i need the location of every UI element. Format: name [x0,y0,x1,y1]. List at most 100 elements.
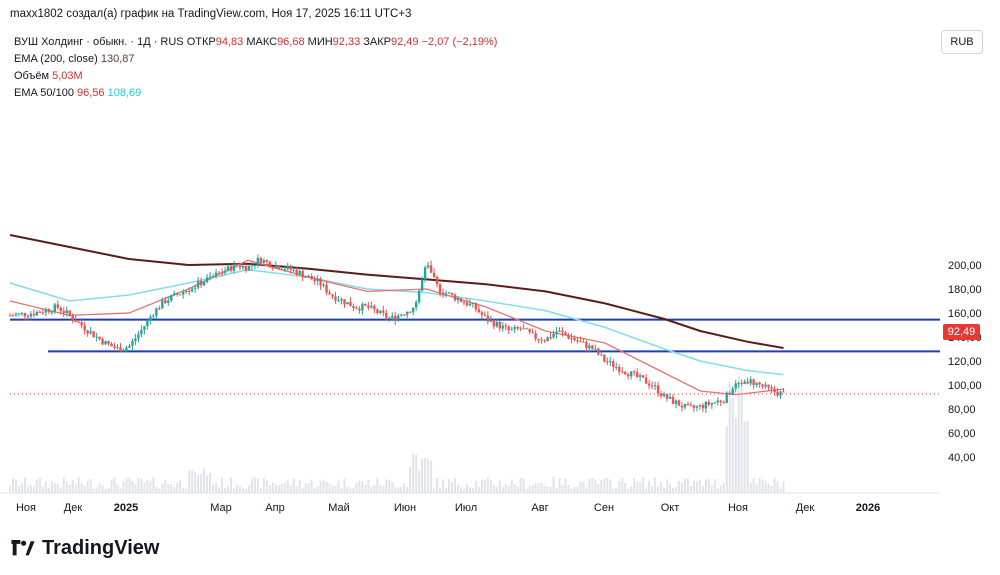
candle-body [185,290,188,292]
candle-body [761,384,764,387]
volume-bar [373,484,376,493]
legend-ema200-row[interactable]: EMA (200, close) 130,87 [14,51,497,68]
candle-body [671,396,675,404]
volume-bar [361,481,364,493]
candle-body [668,396,672,399]
volume-bar [513,483,516,493]
volume-bar [185,488,188,493]
y-tick-label: 40,00 [948,452,976,464]
volume-bar [98,483,101,493]
volume-bar [412,453,415,493]
volume-bar [59,487,62,493]
volume-bar [415,454,418,493]
candle-body [629,371,633,377]
volume-bar [606,477,609,493]
volume-bar [161,484,164,493]
brand-name: TradingView [42,537,160,559]
legend-ema-pair-row[interactable]: EMA 50/100 96,56 108,69 [14,85,497,102]
candle-body [244,265,248,271]
volume-bar [179,480,182,493]
volume-bar [540,482,543,493]
volume-bar [232,488,235,493]
volume-bar [250,478,253,493]
volume-bar [471,488,474,493]
volume-bar [218,487,221,493]
volume-bar [194,472,197,493]
volume-bar [307,483,310,493]
candle-body [152,315,155,317]
candle-body [235,263,239,266]
candle-body [438,284,442,293]
candle-body [474,302,478,310]
candle-body [635,372,639,377]
candle-body [585,341,588,349]
candle-body [683,403,687,408]
volume-bar [268,485,271,493]
candle-body [561,330,564,333]
candle-body [86,330,89,334]
volume-bar [391,481,394,493]
candle-body [501,325,504,329]
volume-bar [71,480,74,493]
volume-bar [689,486,692,493]
volume-bar [525,488,528,493]
volume-bar [409,466,412,493]
candle-body [14,314,18,316]
volume-bar [227,486,230,493]
volume-bar [618,481,621,493]
candle-body [71,315,74,321]
candle-body [641,375,645,378]
legend-volume-row[interactable]: Объём 5,03M [14,68,497,85]
candle-body [277,265,280,270]
tradingview-logo[interactable]: TradingView [10,537,159,560]
volume-bar [235,485,238,493]
x-tick-label: Апр [265,502,284,514]
currency-button[interactable]: RUB [941,30,983,54]
volume-bar [710,486,713,493]
candle-body [444,293,448,295]
candle-body [770,387,773,389]
volume-bar [343,478,346,493]
ema200-line [9,234,784,349]
volume-bar [215,482,218,493]
volume-bar [776,481,779,493]
candle-body [408,311,412,313]
volume-bar [83,485,86,493]
volume-bar [277,485,280,493]
volume-bar [624,482,627,493]
candle-body [361,303,364,311]
volume-bar [489,479,492,493]
candle-body [187,290,191,292]
candle-body [570,337,573,339]
volume-bar [322,479,325,493]
volume-bar [104,488,107,493]
candle-body [98,336,101,340]
volume-bar [764,480,767,493]
candle-body [743,381,746,384]
candle-body [179,294,182,296]
candle-body [331,294,334,297]
candle-body [713,402,717,404]
candle-body [423,267,427,280]
candle-body [65,310,68,313]
volume-bar [9,486,11,493]
candle-body [564,332,567,335]
candle-body [429,265,433,273]
volume-bar [262,477,265,493]
candle-body [217,272,221,274]
candle-body [441,292,445,295]
volume-bar [328,483,331,493]
volume-bar [594,479,597,493]
candle-body [376,309,379,314]
volume-bar [149,480,152,493]
volume-bar [325,481,328,493]
volume-bar [627,488,630,493]
candle-body [567,334,570,339]
symbol-name[interactable]: ВУШ Холдинг · обыкн. · 1Д · RUS [14,36,184,48]
candle-body [140,329,143,335]
candle-body [89,331,92,334]
candle-body [110,343,113,347]
candle-body [379,310,382,314]
volume-bar [400,487,403,493]
